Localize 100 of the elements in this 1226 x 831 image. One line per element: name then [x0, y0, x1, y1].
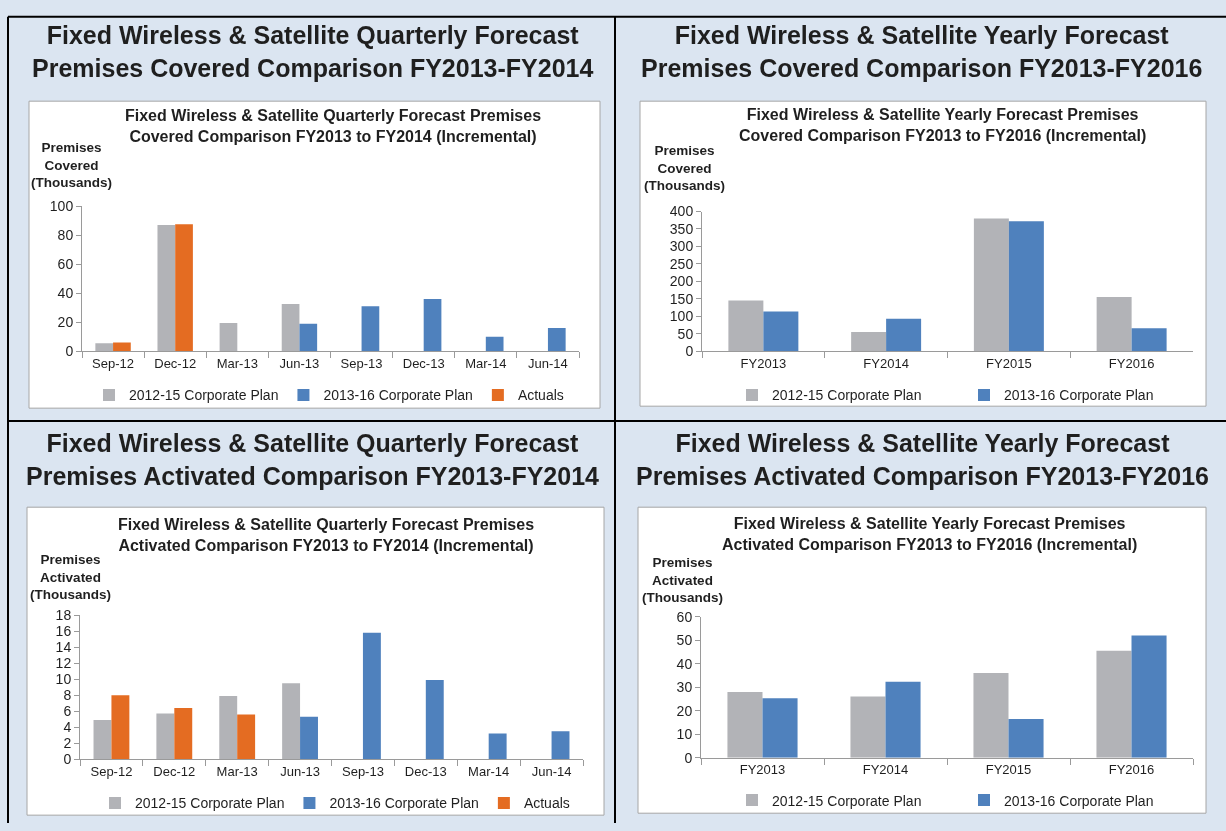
- legend-label: 2013-16 Corporate Plan: [1004, 387, 1154, 404]
- bar: [488, 733, 507, 760]
- y-tick-label: 150: [669, 290, 694, 307]
- chart-subtitle: Fixed Wireless & Satellite Yearly Forecast Premises Covered Comparison FY2013 to FY2016 (Incremental): [739, 106, 1147, 144]
- bar: [300, 716, 318, 760]
- y-tick-label: 8: [63, 687, 72, 704]
- x-tick-label: Sep-13: [340, 355, 383, 371]
- legend-label: 2012-15 Corporate Plan: [772, 387, 922, 404]
- x-tick-label: Mar-14: [465, 355, 507, 371]
- bar: [728, 300, 764, 352]
- chart-subtitle: Fixed Wireless & Satellite Quarterly Forecast Premises Activated Comparison FY2013 to FY2014 (Incremental): [118, 516, 535, 554]
- x-tick-label: FY2014: [862, 762, 909, 778]
- bar: [763, 311, 799, 352]
- bar: [547, 328, 566, 352]
- y-tick-label: 2: [63, 735, 72, 752]
- bar: [886, 318, 922, 352]
- x-tick-label: Sep-12: [90, 763, 133, 779]
- bar: [299, 323, 318, 352]
- x-tick-label: FY2016: [1108, 762, 1155, 778]
- y-tick-label: 0: [63, 751, 72, 768]
- chart-subtitle: Fixed Wireless & Satellite Quarterly Forecast Premises Covered Comparison FY2013 to FY2014 (Incremental): [125, 107, 542, 145]
- bar: [237, 714, 256, 760]
- bar: [175, 224, 193, 352]
- y-tick-label: 30: [676, 679, 693, 696]
- y-tick-label: 300: [669, 238, 694, 255]
- y-tick-label: 60: [57, 256, 74, 273]
- chart-title: Fixed Wireless & Satellite Quarterly Forecast Premises Activated Comparison FY2013-FY2014: [26, 429, 600, 490]
- bar: [1131, 635, 1167, 758]
- legend-label: 2012-15 Corporate Plan: [129, 387, 279, 404]
- y-tick-label: 60: [676, 608, 693, 625]
- y-tick-label: 10: [676, 726, 693, 743]
- y-tick-label: 10: [55, 671, 72, 688]
- bar: [156, 713, 175, 760]
- bar: [281, 304, 300, 352]
- bar: [727, 691, 763, 758]
- x-tick-label: Sep-13: [341, 763, 384, 779]
- x-tick-label: Jun-13: [280, 763, 320, 779]
- bar: [362, 632, 381, 760]
- y-tick-label: 18: [55, 606, 72, 623]
- y-tick-label: 50: [676, 632, 693, 649]
- legend-label: 2013-16 Corporate Plan: [323, 387, 473, 404]
- y-tick-label: 250: [669, 255, 694, 272]
- bar: [113, 342, 131, 352]
- y-tick-label: 100: [669, 308, 694, 325]
- bar: [93, 720, 112, 760]
- x-tick-label: Mar-14: [468, 763, 510, 779]
- x-tick-label: FY2015: [986, 355, 1032, 371]
- y-tick-label: 40: [676, 655, 693, 672]
- y-axis-title: Premises Covered (Thousands): [644, 143, 725, 194]
- bar: [1131, 328, 1167, 352]
- x-tick-label: Dec-13: [404, 763, 447, 779]
- y-tick-label: 0: [684, 749, 693, 766]
- bar: [973, 673, 1009, 758]
- x-tick-label: Dec-12: [153, 763, 196, 779]
- bar: [1096, 297, 1132, 352]
- y-tick-label: 50: [677, 325, 694, 342]
- chart-subtitle: Fixed Wireless & Satellite Yearly Forecast Premises Activated Comparison FY2013 to FY2016 (Incremental): [722, 515, 1138, 553]
- chart-title: Fixed Wireless & Satellite Yearly Forecast Premises Covered Comparison FY2013-FY2016: [641, 21, 1203, 82]
- bar: [157, 224, 176, 352]
- bar: [485, 336, 504, 352]
- x-tick-label: Dec-12: [154, 355, 197, 371]
- y-tick-label: 400: [669, 203, 694, 220]
- x-tick-label: Mar-13: [216, 763, 258, 779]
- y-tick-label: 4: [63, 719, 72, 736]
- x-tick-label: Mar-13: [216, 355, 258, 371]
- bar: [423, 299, 442, 352]
- bar: [851, 332, 887, 352]
- legend-label: 2013-16 Corporate Plan: [329, 795, 479, 812]
- bar: [850, 696, 886, 758]
- x-tick-label: FY2016: [1108, 355, 1155, 371]
- bar: [425, 679, 444, 760]
- y-axis-title: Premises Activated (Thousands): [30, 552, 111, 603]
- bar: [1008, 221, 1044, 352]
- x-tick-label: FY2013: [740, 355, 787, 371]
- y-tick-label: 200: [669, 273, 694, 290]
- x-tick-label: Jun-14: [531, 763, 572, 779]
- y-tick-label: 350: [669, 220, 694, 237]
- y-axis-title: Premises Covered (Thousands): [31, 140, 112, 191]
- y-tick-label: 40: [57, 285, 74, 302]
- y-tick-label: 0: [685, 343, 694, 360]
- legend-label: 2013-16 Corporate Plan: [1004, 792, 1154, 809]
- legend-label: Actuals: [523, 795, 570, 812]
- x-tick-label: Jun-13: [279, 355, 320, 371]
- y-tick-label: 6: [63, 703, 72, 720]
- bar: [174, 707, 193, 760]
- bar: [885, 681, 921, 758]
- legend-label: 2012-15 Corporate Plan: [772, 792, 922, 809]
- x-tick-label: FY2014: [863, 355, 909, 371]
- legend-label: 2012-15 Corporate Plan: [135, 795, 285, 812]
- y-tick-label: 16: [55, 623, 72, 639]
- bar: [551, 731, 570, 760]
- bar: [95, 343, 114, 352]
- y-tick-label: 20: [57, 314, 74, 331]
- bar: [219, 322, 238, 352]
- bar: [282, 683, 301, 760]
- x-tick-label: FY2013: [739, 762, 786, 778]
- y-tick-label: 20: [676, 702, 693, 719]
- bar: [973, 218, 1009, 352]
- x-tick-label: Sep-12: [92, 355, 135, 371]
- bar: [361, 306, 380, 352]
